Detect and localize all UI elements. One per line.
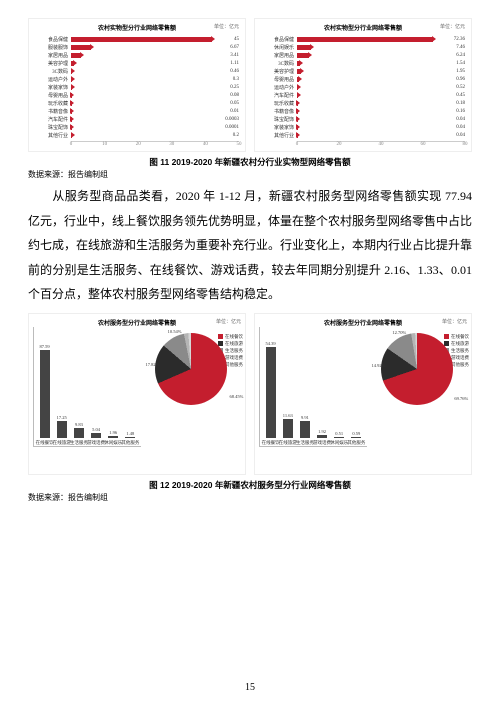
bar-row: 3C数码 0.46 [35,67,239,75]
fig11-source: 数据来源：报告编制组 [28,169,472,180]
bar-row: 汽车配件 0.0003 [35,115,239,123]
bar-row: 母婴用品 0.96 [261,75,465,83]
bar-row: 其他行业 0.2 [35,131,239,139]
bar-row: 其他行业 0.04 [261,131,465,139]
bar-row: 家居用品 6.24 [261,51,465,59]
combo-bar: 1.96 休闲娱乐 [107,430,119,446]
bar-row: 服装服饰 6.67 [35,43,239,51]
bar-row: 食品保健 45 [35,35,239,43]
fig12-left-chart: 农村服务型分行业网络零售额单位：亿元在线餐饮在线旅游生活服务游戏话费其他服务 8… [28,313,246,475]
combo-bar: 9.91 生活服务 [299,415,311,446]
fig12-charts-row: 农村服务型分行业网络零售额单位：亿元在线餐饮在线旅游生活服务游戏话费其他服务 8… [28,313,472,475]
fig11-caption: 图 11 2019-2020 年新疆农村分行业实物型网络零售额 [28,156,472,168]
bar-row: 运动户外 0.52 [261,83,465,91]
bar-row: 家装家饰 0.04 [261,123,465,131]
bar-row: 母婴用品 0.08 [35,91,239,99]
page-number: 15 [245,682,255,693]
body-paragraph: 从服务型商品品类看，2020 年 1-12 月，新疆农村服务型网络零售额实现 7… [28,184,472,307]
combo-bar: 5.04 游戏话费 [90,427,102,446]
bar-row: 珠宝配饰 0.0001 [35,123,239,131]
bar-row: 食品保健 72.36 [261,35,465,43]
bar-row: 运动户外 0.3 [35,75,239,83]
bar-row: 玩乐收藏 0.05 [35,99,239,107]
combo-bar: 17.25 在线旅游 [56,415,68,446]
combo-bar: 0.59 其他服务 [350,431,362,446]
fig12-caption: 图 12 2019-2020 年新疆农村服务型分行业网络零售额 [28,479,472,491]
fig11-charts-row: 农村实物型分行业网络零售额单位：亿元 食品保健 45 服装服饰 6.67 家居用… [28,18,472,152]
combo-bar: 11.63 在线旅游 [282,413,294,446]
combo-bar: 0.51 休闲娱乐 [333,431,345,446]
bar-row: 休闲娱乐 7.46 [261,43,465,51]
bar-row: 珠宝配饰 0.04 [261,115,465,123]
bar-row: 书籍音像 0.01 [35,107,239,115]
bar-row: 玩乐收藏 0.18 [261,99,465,107]
bar-row: 书籍音像 0.16 [261,107,465,115]
combo-bar: 1.92 游戏话费 [316,429,328,446]
combo-bar: 87.59 在线餐饮 [39,344,51,446]
combo-bar: 54.39 在线餐饮 [265,341,277,446]
bar-row: 家居用品 3.41 [35,51,239,59]
body-text: 从服务型商品品类看，2020 年 1-12 月，新疆农村服务型网络零售额实现 7… [28,189,472,301]
combo-bar: 1.48 其他服务 [124,431,136,446]
bar-row: 美容护理 1.11 [35,59,239,67]
bar-row: 3C数码 1.54 [261,59,465,67]
fig12-source: 数据来源：报告编制组 [28,492,472,503]
bar-row: 汽车配件 0.45 [261,91,465,99]
bar-row: 家装家饰 0.25 [35,83,239,91]
fig11-right-chart: 农村实物型分行业网络零售额单位：亿元 食品保健 72.36 休闲娱乐 7.46 … [254,18,472,152]
bar-row: 美容护理 1.95 [261,67,465,75]
fig11-left-chart: 农村实物型分行业网络零售额单位：亿元 食品保健 45 服装服饰 6.67 家居用… [28,18,246,152]
combo-bar: 9.83 生活服务 [73,422,85,446]
fig12-right-chart: 农村服务型分行业网络零售额单位：亿元在线餐饮在线旅游生活服务游戏话费其他服务 5… [254,313,472,475]
